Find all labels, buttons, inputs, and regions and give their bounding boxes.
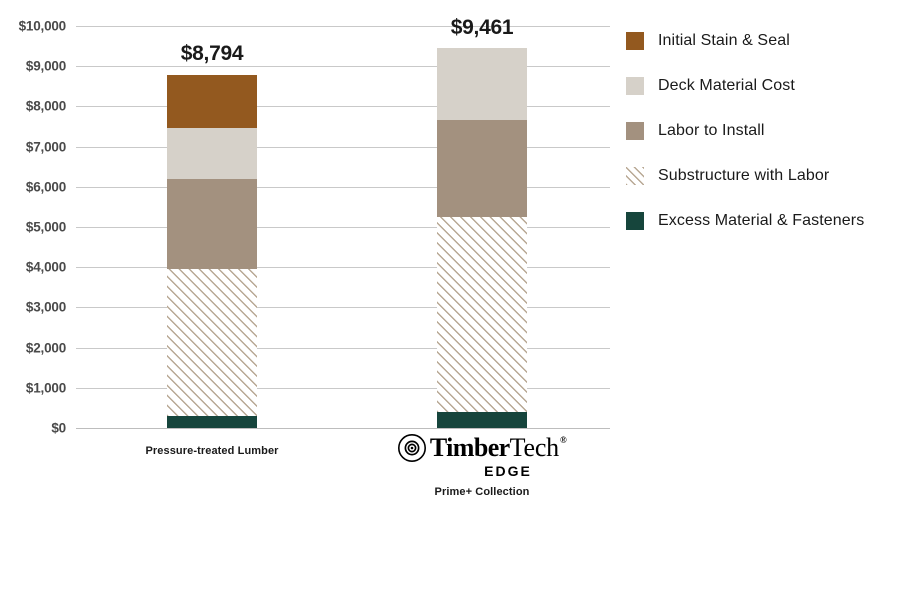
gridline <box>76 146 610 148</box>
y-axis-tick-label: $6,000 <box>25 179 66 195</box>
legend-swatch <box>626 211 644 230</box>
x-axis-category-0: Pressure-treated Lumber <box>82 441 342 459</box>
legend-label: Substructure with Labor <box>658 166 830 184</box>
x-axis-category-1: Timber Tech ® EDGE Prime+ Collection <box>352 434 612 498</box>
gridline <box>76 428 610 429</box>
legend-swatch <box>626 166 644 185</box>
legend-label: Excess Material & Fasteners <box>658 211 865 229</box>
gridline <box>76 347 610 349</box>
bar-total-label-0: $8,794 <box>180 42 244 66</box>
y-axis-tick-label: $5,000 <box>25 219 66 235</box>
logo-collection-text: Prime+ Collection <box>434 486 530 498</box>
legend-item-labor-to-install[interactable]: Labor to Install <box>626 108 896 153</box>
y-axis-tick-label: $8,000 <box>25 98 66 114</box>
bar-pressure-treated-lumber[interactable] <box>167 74 257 428</box>
gridline <box>76 387 610 389</box>
plot-area <box>76 26 610 429</box>
bar-segment-initial-stain-seal[interactable] <box>167 74 257 128</box>
gridline <box>76 307 610 309</box>
y-axis-tick-label: $0 <box>51 420 66 436</box>
logo-wordmark-row: Timber Tech ® <box>397 433 567 462</box>
y-axis-tick-label: $9,000 <box>25 58 66 74</box>
bar-segment-substructure-with-labor[interactable] <box>437 216 527 412</box>
y-axis-tick-label: $10,000 <box>18 18 67 34</box>
bar-timbertech-edge-prime[interactable] <box>437 47 527 428</box>
legend-label: Deck Material Cost <box>658 76 795 94</box>
legend-swatch <box>626 76 644 95</box>
logo-registered-mark: ® <box>559 435 567 445</box>
legend-swatch <box>626 31 644 50</box>
bar-segment-labor-to-install[interactable] <box>437 119 527 217</box>
gridline <box>76 186 610 188</box>
x-axis-category-0-label: Pressure-treated Lumber <box>145 445 279 457</box>
timbertech-logo: Timber Tech ® EDGE Prime+ Collection <box>352 434 612 498</box>
y-axis-tick-label: $4,000 <box>25 259 66 275</box>
logo-wordmark: Timber Tech ® <box>429 433 567 462</box>
logo-tech-text: Tech <box>509 433 560 462</box>
legend-item-initial-stain-seal[interactable]: Initial Stain & Seal <box>626 18 896 63</box>
gridline <box>76 26 610 27</box>
bar-segment-excess-material-fasteners[interactable] <box>437 411 527 428</box>
logo-edge-text: EDGE <box>484 463 532 479</box>
legend-item-excess-material-fasteners[interactable]: Excess Material & Fasteners <box>626 198 896 243</box>
y-axis-tick-label: $3,000 <box>25 299 66 315</box>
gridline <box>76 66 610 68</box>
legend-item-substructure-with-labor[interactable]: Substructure with Labor <box>626 153 896 198</box>
legend: Initial Stain & Seal Deck Material Cost La… <box>626 18 896 243</box>
gridline <box>76 106 610 108</box>
gridline <box>76 227 610 228</box>
y-axis-tick-label: $2,000 <box>25 340 66 356</box>
bar-total-label-1: $9,461 <box>450 15 514 39</box>
legend-label: Initial Stain & Seal <box>658 31 790 49</box>
gridline <box>76 267 610 269</box>
bar-segment-labor-to-install[interactable] <box>167 179 257 269</box>
y-axis-tick-label: $1,000 <box>25 380 66 396</box>
bar-segment-substructure-with-labor[interactable] <box>167 268 257 416</box>
bar-segment-deck-material-cost[interactable] <box>167 127 257 180</box>
logo-timber-text: Timber <box>429 433 510 462</box>
bar-segment-excess-material-fasteners[interactable] <box>167 415 257 428</box>
spiral-icon <box>397 434 426 462</box>
bar-segment-deck-material-cost[interactable] <box>437 47 527 120</box>
legend-item-deck-material-cost[interactable]: Deck Material Cost <box>626 63 896 108</box>
legend-swatch <box>626 121 644 140</box>
y-axis-tick-label: $7,000 <box>25 139 66 155</box>
legend-label: Labor to Install <box>658 121 765 139</box>
